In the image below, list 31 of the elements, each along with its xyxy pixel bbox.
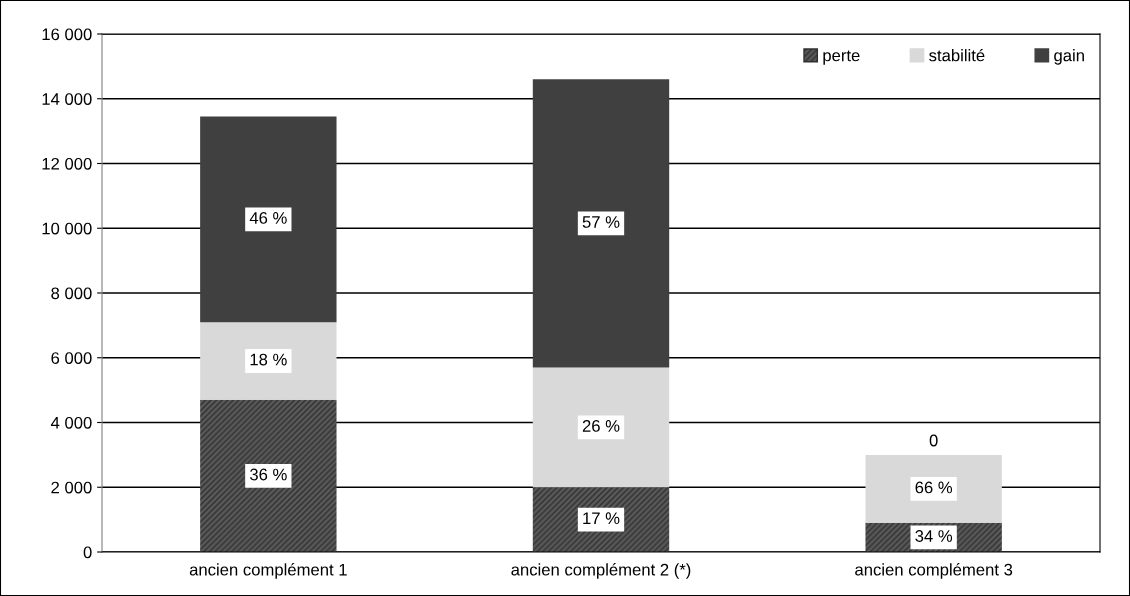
annotation: 36 % [249, 468, 287, 481]
bar [532, 487, 670, 552]
y-tick-label: 2 000 [51, 481, 92, 494]
annotation: 18 % [250, 353, 287, 366]
y-tick-label: 16 000 [42, 28, 92, 41]
x-tick-label: ancien complément 1 [189, 563, 347, 579]
y-tick-label: 8 000 [51, 287, 92, 300]
y-tick-label: 6 000 [51, 352, 92, 364]
annotation: 66 % [915, 481, 953, 494]
annotation: 46 % [249, 212, 287, 224]
bar [532, 79, 670, 368]
bar [200, 116, 337, 323]
bar [532, 367, 670, 488]
annotation: 26 % [582, 420, 620, 432]
annotation: 57 % [582, 216, 620, 228]
legend-label: perte [823, 50, 860, 65]
y-tick-label: 14 000 [42, 93, 92, 105]
bar [200, 322, 337, 400]
annotation: 34 % [915, 530, 953, 542]
bar [200, 399, 337, 552]
x-tick-label: ancien complément 3 [855, 563, 1013, 579]
legend-label: stabilité [929, 48, 985, 62]
x-tick-label: ancien complément 2 (*) [511, 563, 691, 579]
bar [865, 454, 1002, 523]
annotation: 17 % [583, 512, 620, 525]
y-tick-label: 10 000 [42, 222, 92, 235]
data-label: 0 [929, 434, 938, 447]
y-tick-label: 4 000 [50, 416, 92, 429]
y-tick-label: 12 000 [42, 157, 92, 170]
y-tick-label: 0 [83, 546, 92, 559]
legend-label: gain [1054, 49, 1084, 65]
